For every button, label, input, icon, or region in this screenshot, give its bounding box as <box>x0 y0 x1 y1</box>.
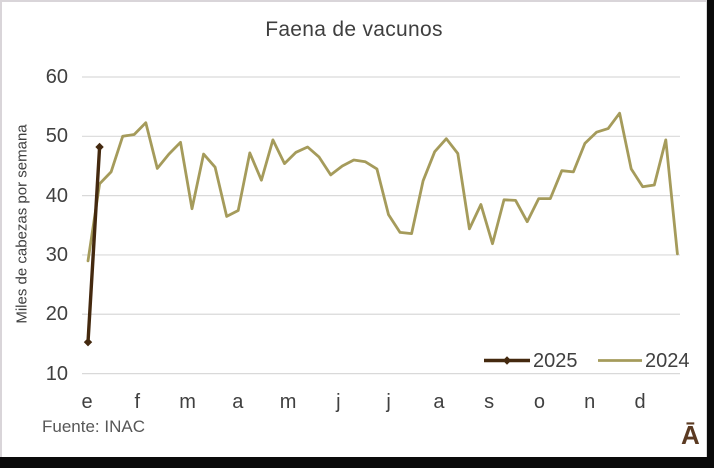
x-tick-label-5: m <box>279 391 297 413</box>
chart-title: Faena de vacunos <box>265 18 443 41</box>
source-note: Fuente: INAC <box>42 417 145 436</box>
watermark-letter: Ā <box>681 420 700 450</box>
x-tick-label-12: d <box>634 391 646 413</box>
y-tick-label-50: 50 <box>45 125 68 148</box>
x-tick-label-9: s <box>484 391 495 413</box>
y-tick-label-20: 20 <box>45 303 68 326</box>
y-axis-title: Miles de cabezas por semana <box>13 124 31 324</box>
x-tick-label-7: j <box>386 391 391 413</box>
x-tick-label-1: e <box>81 391 93 413</box>
legend-label-2025: 2025 <box>533 350 578 372</box>
x-tick-label-6: j <box>336 391 341 413</box>
x-tick-label-3: m <box>179 391 196 413</box>
x-tick-label-10: o <box>533 391 546 413</box>
legend-marker-2025 <box>502 356 512 365</box>
y-tick-label-60: 60 <box>45 66 68 88</box>
y-tick-label-10: 10 <box>45 362 68 385</box>
x-tick-label-8: a <box>433 391 445 413</box>
series-2025-marker <box>95 142 104 152</box>
series-2025-line <box>86 145 102 344</box>
y-tick-label-30: 30 <box>45 243 68 266</box>
chart-plot-area <box>82 76 680 375</box>
series-2024-line <box>86 111 679 263</box>
x-tick-label-2: f <box>134 391 141 413</box>
chart-container: Faena de vacunos Miles de cabezas por se… <box>0 0 707 457</box>
series-2025-marker <box>83 337 93 347</box>
legend-label-2024: 2024 <box>645 350 690 372</box>
x-tick-label-11: n <box>584 391 596 413</box>
x-tick-label-4: a <box>232 391 244 413</box>
y-tick-label-40: 40 <box>45 184 68 207</box>
